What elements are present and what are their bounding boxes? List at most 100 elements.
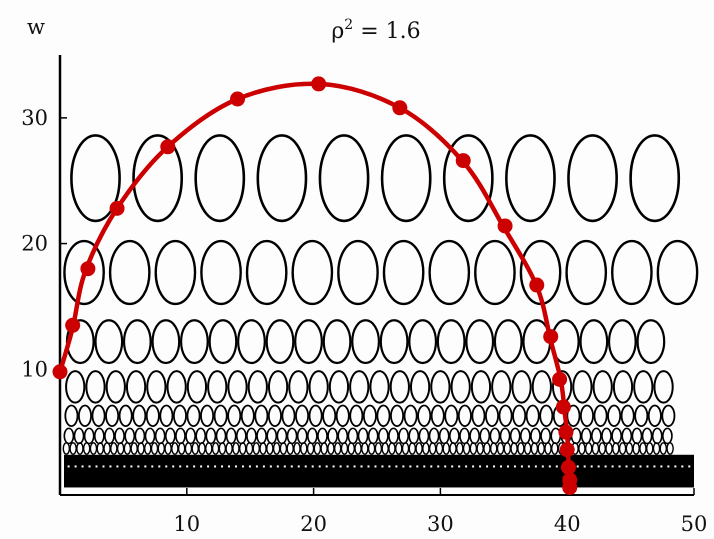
ellipse: [605, 442, 613, 455]
ellipse: [89, 442, 98, 455]
ellipse: [442, 442, 450, 455]
ellipse: [265, 319, 295, 365]
ellipse: [134, 427, 146, 445]
ellipse: [76, 442, 84, 455]
ellipse: [611, 427, 623, 445]
ellipse: [601, 427, 612, 445]
ellipse: [240, 404, 255, 428]
band-speckle: [360, 465, 363, 468]
band-speckle: [534, 465, 537, 468]
band-speckle: [228, 465, 231, 468]
ellipse: [498, 404, 513, 428]
ellipse: [525, 404, 540, 428]
title-value: = 1.6: [353, 19, 420, 44]
band-speckle: [137, 465, 140, 468]
ellipse: [207, 370, 228, 404]
ellipse: [322, 319, 352, 365]
band-speckle: [548, 465, 551, 468]
ellipse: [337, 427, 349, 445]
ellipse: [218, 442, 227, 455]
ellipse: [300, 442, 308, 455]
ellipse: [122, 319, 152, 365]
ellipse: [62, 442, 71, 455]
band-speckle: [590, 465, 593, 468]
ellipse: [651, 427, 663, 445]
ellipse: [593, 404, 608, 428]
ellipse: [662, 427, 673, 445]
series-marker: [311, 76, 327, 92]
band-speckle: [276, 465, 279, 468]
ellipse: [198, 442, 206, 455]
ellipse: [519, 427, 531, 445]
ellipse: [317, 427, 328, 445]
ellipse: [154, 427, 166, 445]
ellipse: [172, 404, 187, 428]
ellipse: [457, 404, 472, 428]
ellipse: [104, 427, 115, 445]
band-speckle: [646, 465, 649, 468]
ellipse: [208, 319, 238, 365]
band-speckle: [200, 465, 203, 468]
ellipse: [483, 442, 491, 455]
band-speckle: [667, 465, 670, 468]
band-speckle: [444, 465, 447, 468]
x-tick-label: 10: [173, 512, 200, 536]
band-speckle: [506, 465, 509, 468]
ellipse: [295, 404, 310, 428]
ellipse: [376, 404, 391, 428]
ellipse: [177, 442, 186, 455]
ellipse: [659, 442, 668, 455]
ellipse: [607, 404, 622, 428]
ellipse: [590, 427, 602, 445]
dense-band: [64, 454, 694, 488]
band-speckle: [513, 465, 516, 468]
ellipse: [132, 134, 184, 223]
ellipse: [105, 370, 126, 404]
ellipse: [252, 442, 261, 455]
band-speckle: [409, 465, 412, 468]
band-speckle: [576, 465, 579, 468]
band-speckle: [681, 465, 684, 468]
ellipse: [666, 442, 674, 455]
band-speckle: [555, 465, 558, 468]
ellipse: [186, 370, 208, 404]
band-speckle: [688, 465, 691, 468]
ellipse: [621, 427, 633, 445]
ellipse: [186, 404, 201, 428]
dense-band-layer: [64, 454, 694, 488]
ellipse: [73, 427, 85, 445]
band-speckle: [402, 465, 405, 468]
ellipse: [531, 370, 552, 404]
band-speckle: [332, 465, 335, 468]
ellipse: [580, 427, 592, 445]
band-speckle: [193, 465, 196, 468]
ellipse: [369, 370, 390, 404]
ellipse: [636, 319, 666, 365]
ellipse: [357, 427, 369, 445]
ellipse: [246, 427, 257, 445]
ellipse: [418, 427, 430, 445]
ellipse: [132, 404, 147, 428]
ellipse: [103, 442, 111, 455]
ellipse: [347, 442, 356, 455]
band-speckle: [255, 465, 258, 468]
band-speckle: [207, 465, 210, 468]
tick-layer: 10 20 30 40 50 10 20 30: [21, 106, 707, 536]
ellipse: [150, 442, 159, 455]
series-marker: [392, 100, 408, 116]
ellipse: [620, 404, 635, 428]
ellipse: [448, 427, 460, 445]
ellipse: [496, 442, 505, 455]
ellipse: [272, 442, 281, 455]
ellipse: [184, 442, 193, 455]
ellipse: [279, 442, 288, 455]
ellipse: [430, 370, 451, 404]
ellipse: [631, 427, 643, 445]
ellipse: [653, 370, 674, 404]
band-speckle: [465, 465, 468, 468]
ellipse: [308, 404, 323, 428]
ellipse: [499, 427, 511, 445]
ellipse: [166, 370, 187, 404]
series-marker: [230, 91, 246, 107]
ellipse: [291, 239, 334, 306]
